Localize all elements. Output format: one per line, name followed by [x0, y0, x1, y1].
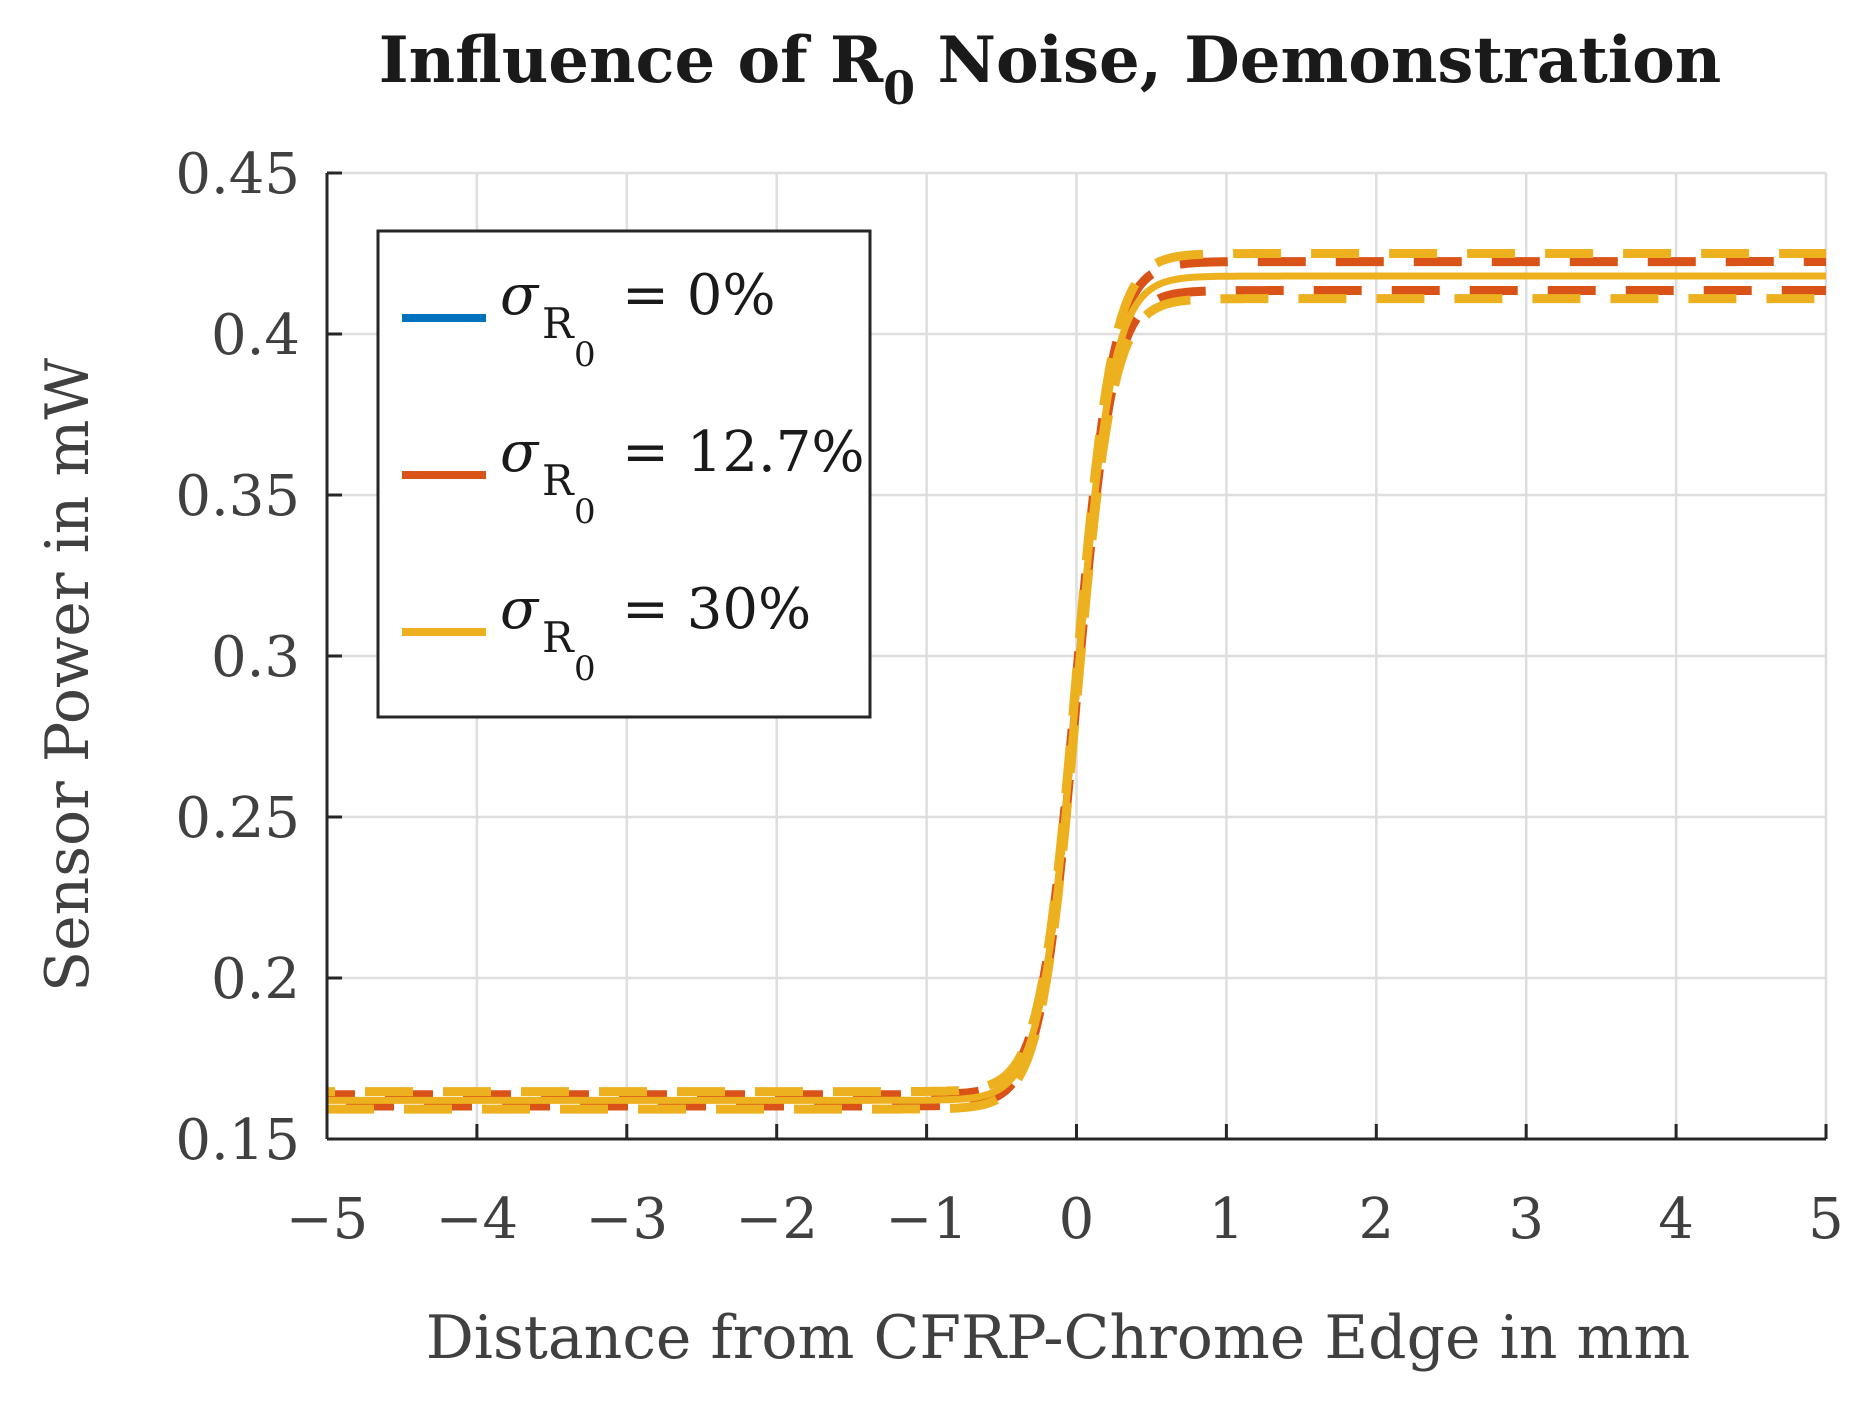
series-band-lower-2 — [327, 294, 1826, 1114]
chart-title-suffix: Noise, Demonstration — [915, 23, 1721, 98]
legend-subsubscript-2: 0 — [574, 649, 596, 689]
chart-title-subscript: 0 — [883, 61, 915, 115]
y-tick-label: 0.4 — [211, 303, 300, 368]
legend-label-2: = 30% — [622, 577, 811, 642]
series-layer — [327, 249, 1826, 1114]
legend-subsubscript-0: 0 — [574, 335, 596, 375]
legend-symbol-1: σ — [500, 420, 540, 485]
legend: σ R0= 0%σ R0= 12.7%σ R0= 30% — [376, 229, 872, 719]
x-tick-label: 0 — [1059, 1187, 1095, 1252]
legend-symbol-2: σ — [500, 577, 540, 642]
x-tick-labels: −5 −4 −3 −2 −1 0 1 2 3 4 5 — [286, 1187, 1844, 1252]
x-tick-label: −4 — [436, 1187, 519, 1252]
series-line-2 — [327, 272, 1826, 1104]
x-tick-label: 2 — [1358, 1187, 1394, 1252]
x-tick-label: −2 — [735, 1187, 818, 1252]
y-axis-label: Sensor Power in mW — [33, 358, 103, 992]
legend-symbol-0: σ — [500, 263, 540, 328]
x-tick-label: 1 — [1209, 1187, 1245, 1252]
legend-subscript-1: R — [542, 456, 575, 505]
x-axis-label: Distance from CFRP-Chrome Edge in mm — [426, 1303, 1691, 1373]
legend-subscript-2: R — [542, 613, 575, 662]
y-tick-label: 0.2 — [211, 947, 300, 1012]
x-tick-label: −5 — [286, 1187, 369, 1252]
y-tick-label: 0.35 — [175, 464, 300, 529]
x-tick-label: 3 — [1508, 1187, 1544, 1252]
chart-title: Influence of R0 Noise, Demonstration — [379, 23, 1722, 115]
legend-subsubscript-1: 0 — [574, 492, 596, 532]
x-tick-label: 4 — [1658, 1187, 1694, 1252]
chart-title-main: Influence of R — [379, 23, 884, 98]
y-tick-label: 0.45 — [175, 142, 300, 207]
x-tick-label: −1 — [885, 1187, 968, 1252]
series-band-lower-1 — [327, 286, 1826, 1111]
x-tick-label: −3 — [586, 1187, 669, 1252]
y-tick-labels: 0.15 0.2 0.25 0.3 0.35 0.4 0.45 — [175, 142, 300, 1173]
x-tick-label: 5 — [1808, 1187, 1844, 1252]
y-tick-label: 0.25 — [175, 786, 300, 851]
legend-label-1: = 12.7% — [622, 420, 865, 485]
legend-subscript-0: R — [542, 299, 575, 348]
axes — [325, 171, 1828, 1141]
y-tick-label: 0.15 — [175, 1108, 300, 1173]
legend-label-0: = 0% — [622, 263, 776, 328]
y-tick-label: 0.3 — [211, 625, 300, 690]
